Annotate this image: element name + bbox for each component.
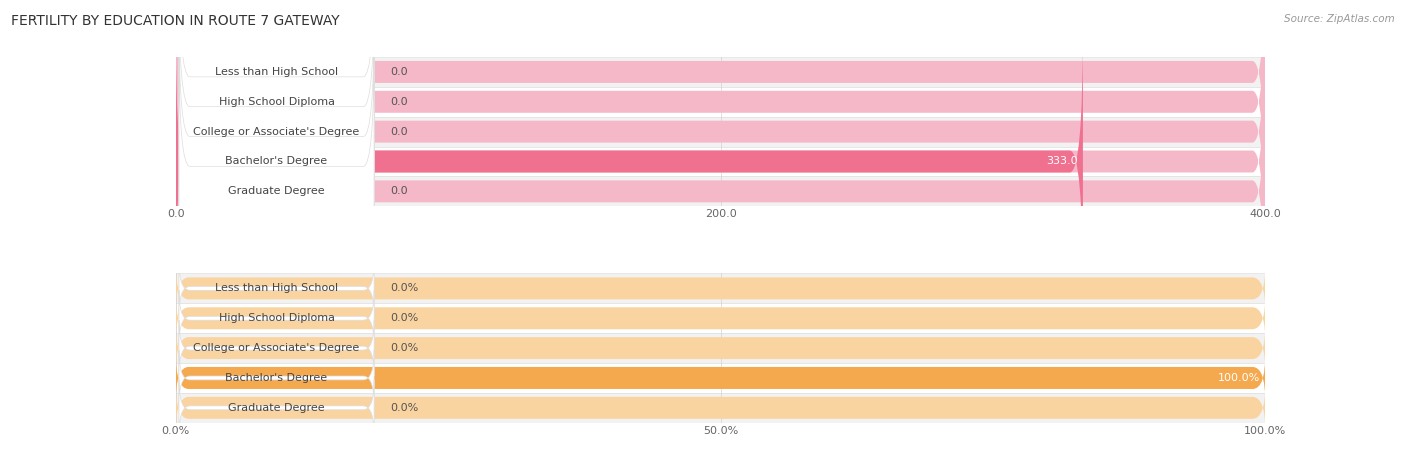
FancyBboxPatch shape (176, 383, 1265, 433)
FancyBboxPatch shape (176, 0, 1265, 264)
FancyBboxPatch shape (176, 274, 1265, 304)
FancyBboxPatch shape (179, 260, 374, 316)
Text: FERTILITY BY EDUCATION IN ROUTE 7 GATEWAY: FERTILITY BY EDUCATION IN ROUTE 7 GATEWA… (11, 14, 340, 28)
Text: 100.0%: 100.0% (1218, 373, 1260, 383)
Text: Source: ZipAtlas.com: Source: ZipAtlas.com (1284, 14, 1395, 24)
Text: Bachelor's Degree: Bachelor's Degree (225, 156, 328, 167)
FancyBboxPatch shape (176, 294, 1265, 343)
FancyBboxPatch shape (176, 87, 1265, 117)
FancyBboxPatch shape (176, 353, 1265, 403)
FancyBboxPatch shape (176, 176, 1265, 206)
Text: 0.0%: 0.0% (391, 284, 419, 294)
FancyBboxPatch shape (176, 323, 1265, 373)
FancyBboxPatch shape (176, 0, 1265, 204)
FancyBboxPatch shape (179, 17, 374, 306)
Text: College or Associate's Degree: College or Associate's Degree (194, 343, 360, 353)
FancyBboxPatch shape (176, 393, 1265, 423)
FancyBboxPatch shape (176, 117, 1265, 147)
FancyBboxPatch shape (179, 0, 374, 276)
Text: College or Associate's Degree: College or Associate's Degree (194, 127, 360, 137)
FancyBboxPatch shape (179, 47, 374, 336)
Text: 0.0%: 0.0% (391, 403, 419, 413)
Text: 333.0: 333.0 (1046, 156, 1077, 167)
FancyBboxPatch shape (176, 264, 1265, 313)
Text: 0.0%: 0.0% (391, 343, 419, 353)
Text: 0.0: 0.0 (391, 97, 408, 107)
FancyBboxPatch shape (179, 0, 374, 216)
Text: 0.0: 0.0 (391, 186, 408, 196)
FancyBboxPatch shape (176, 333, 1265, 363)
Text: High School Diploma: High School Diploma (218, 313, 335, 323)
Text: 0.0: 0.0 (391, 127, 408, 137)
Text: 0.0: 0.0 (391, 67, 408, 77)
Text: Graduate Degree: Graduate Degree (228, 186, 325, 196)
FancyBboxPatch shape (176, 57, 1265, 87)
FancyBboxPatch shape (176, 353, 1265, 403)
FancyBboxPatch shape (176, 29, 1083, 294)
FancyBboxPatch shape (176, 363, 1265, 393)
FancyBboxPatch shape (179, 350, 374, 406)
FancyBboxPatch shape (176, 29, 1265, 294)
FancyBboxPatch shape (176, 304, 1265, 333)
FancyBboxPatch shape (179, 290, 374, 346)
Text: Less than High School: Less than High School (215, 284, 337, 294)
FancyBboxPatch shape (176, 147, 1265, 176)
Text: High School Diploma: High School Diploma (218, 97, 335, 107)
Text: Graduate Degree: Graduate Degree (228, 403, 325, 413)
Text: Bachelor's Degree: Bachelor's Degree (225, 373, 328, 383)
FancyBboxPatch shape (179, 320, 374, 376)
FancyBboxPatch shape (179, 0, 374, 246)
Text: Less than High School: Less than High School (215, 67, 337, 77)
Text: 0.0%: 0.0% (391, 313, 419, 323)
FancyBboxPatch shape (179, 380, 374, 436)
FancyBboxPatch shape (176, 59, 1265, 323)
FancyBboxPatch shape (176, 0, 1265, 234)
